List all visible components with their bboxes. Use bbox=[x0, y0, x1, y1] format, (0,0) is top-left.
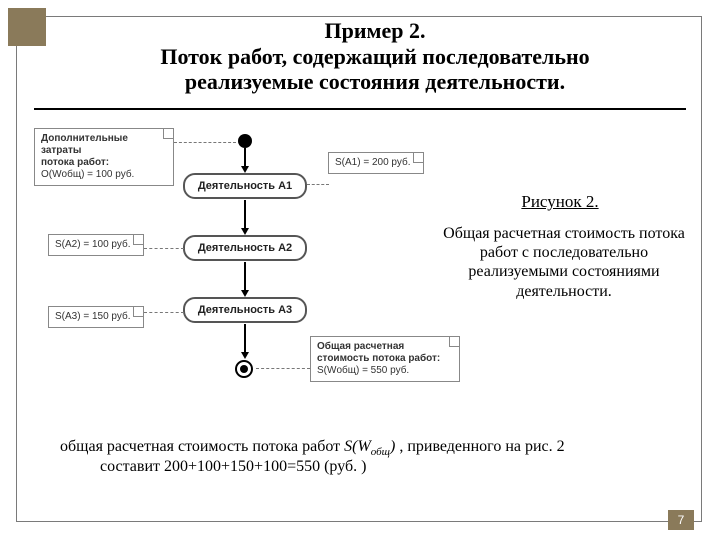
note-sa1: S(A1) = 200 руб. bbox=[328, 152, 424, 174]
bottom-tail: , приведенного на рис. 2 bbox=[399, 438, 564, 455]
activity-a1: Деятельность A1 bbox=[183, 173, 307, 199]
arrowhead-icon bbox=[241, 352, 249, 359]
activity-a3-label: Деятельность A3 bbox=[198, 304, 292, 316]
note-connector bbox=[256, 368, 310, 369]
title-line-2: Поток работ, содержащий последовательно bbox=[60, 44, 690, 69]
note-line: Дополнительные затраты bbox=[41, 133, 167, 157]
note-value: S(A3) = 150 руб. bbox=[55, 311, 131, 322]
edge bbox=[244, 262, 246, 292]
figure-caption: Общая расчетная стоимость потока работ с… bbox=[436, 224, 692, 301]
note-value: S(A2) = 100 руб. bbox=[55, 239, 131, 250]
note-total: Общая расчетная стоимость потока работ: … bbox=[310, 336, 460, 382]
arrowhead-icon bbox=[241, 166, 249, 173]
activity-a1-label: Деятельность A1 bbox=[198, 180, 292, 192]
slide-title: Пример 2. Поток работ, содержащий послед… bbox=[60, 18, 690, 95]
corner-accent bbox=[8, 8, 46, 46]
bottom-line-2: составит 200+100+150+100=550 (руб. ) bbox=[60, 458, 686, 476]
note-connector bbox=[144, 248, 184, 249]
activity-a2-label: Деятельность A2 bbox=[198, 242, 292, 254]
edge bbox=[244, 148, 246, 168]
note-line: стоимость потока работ: bbox=[317, 353, 453, 365]
activity-a3: Деятельность A3 bbox=[183, 297, 307, 323]
start-node bbox=[238, 134, 252, 148]
note-connector bbox=[174, 142, 236, 143]
edge bbox=[244, 324, 246, 354]
note-value: O(Wобщ) = 100 руб. bbox=[41, 169, 134, 180]
title-line-3: реализуемые состояния деятельности. bbox=[60, 69, 690, 94]
note-line: Общая расчетная bbox=[317, 341, 453, 353]
activity-a2: Деятельность A2 bbox=[183, 235, 307, 261]
workflow-diagram: Деятельность A1 Деятельность A2 Деятельн… bbox=[28, 128, 428, 418]
bottom-lead: общая расчетная стоимость потока работ bbox=[60, 438, 344, 455]
note-value: S(A1) = 200 руб. bbox=[335, 157, 411, 168]
note-line: потока работ: bbox=[41, 157, 167, 169]
note-sa2: S(A2) = 100 руб. bbox=[48, 234, 144, 256]
note-connector bbox=[144, 312, 184, 313]
arrowhead-icon bbox=[241, 290, 249, 297]
title-line-1: Пример 2. bbox=[60, 18, 690, 44]
note-value: S(Wобщ) = 550 руб. bbox=[317, 365, 409, 376]
page-number: 7 bbox=[668, 510, 694, 530]
figure-label: Рисунок 2. bbox=[440, 192, 680, 212]
title-underline bbox=[34, 108, 686, 110]
bottom-paragraph: общая расчетная стоимость потока работ S… bbox=[60, 438, 686, 476]
note-extra-costs: Дополнительные затраты потока работ: O(W… bbox=[34, 128, 174, 186]
note-sa3: S(A3) = 150 руб. bbox=[48, 306, 144, 328]
note-connector bbox=[307, 184, 329, 185]
arrowhead-icon bbox=[241, 228, 249, 235]
end-node bbox=[235, 360, 253, 378]
edge bbox=[244, 200, 246, 230]
formula: S(Wобщ) bbox=[344, 438, 399, 455]
